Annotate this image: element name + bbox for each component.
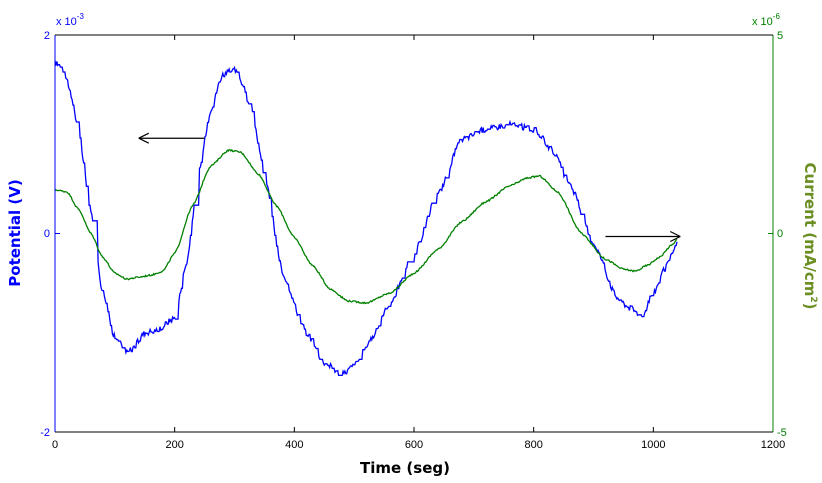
potential-series-line (54, 60, 678, 377)
left-axis-label: Potential (V) (6, 179, 24, 286)
x-tick-label: 400 (285, 439, 303, 451)
x-axis-label: Time (seg) (360, 459, 450, 477)
left-tick-label: 0 (44, 228, 50, 240)
right-axis-label: Current (mA/cm2) (801, 163, 819, 310)
x-tick-label: 800 (524, 439, 542, 451)
right-tick-label: -5 (777, 427, 787, 439)
arrow-layer (138, 132, 681, 243)
left-scale-label: x 10-3 (56, 12, 84, 28)
right-tick-label: 0 (777, 228, 783, 240)
x-tick-label: 1000 (641, 439, 665, 451)
series-layer (54, 60, 678, 377)
right-scale-label: x 10-6 (752, 12, 780, 28)
right-axis-arrow (605, 230, 681, 243)
x-tick-label: 200 (165, 439, 183, 451)
x-tick-label: 1200 (761, 439, 785, 451)
plot-area (55, 35, 773, 432)
x-tick-label: 600 (405, 439, 423, 451)
left-tick-label: -2 (40, 427, 50, 439)
x-tick-label: 0 (52, 439, 58, 451)
current-series-line (54, 148, 678, 305)
left-tick-label: 2 (44, 30, 50, 42)
left-axis-arrow (138, 132, 205, 144)
x-tick-labels: 0 200 400 600 800 1000 1200 (52, 439, 785, 451)
right-tick-label: 5 (777, 30, 783, 42)
plot-frame (54, 34, 774, 433)
